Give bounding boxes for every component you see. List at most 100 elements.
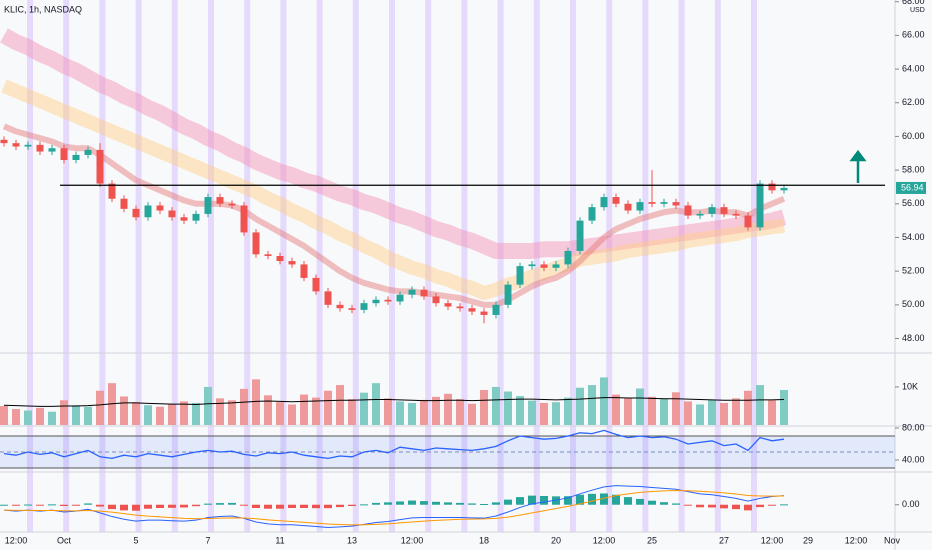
macd-histogram-bar <box>48 504 56 506</box>
x-tick-label: 11 <box>275 535 284 545</box>
volume-bar <box>468 403 476 425</box>
volume-bar <box>480 390 488 425</box>
candle-body <box>720 207 728 214</box>
volume-bar <box>384 398 392 425</box>
candle-body <box>480 311 488 315</box>
candle-body <box>12 143 20 147</box>
candle-body <box>780 187 788 191</box>
macd-histogram-bar <box>96 504 104 507</box>
macd-histogram-bar <box>36 504 44 506</box>
candle-body <box>288 261 296 265</box>
y-tick-label: 48.00 <box>902 333 925 343</box>
y-tick-label: 64.00 <box>902 63 925 73</box>
candle-body <box>516 266 524 285</box>
candle-body <box>108 183 116 199</box>
candle-body <box>552 264 560 268</box>
up-arrow <box>849 149 867 183</box>
macd-histogram-bar <box>372 502 380 505</box>
macd-histogram-bar <box>504 499 512 505</box>
macd-histogram-bar <box>240 504 248 506</box>
candle-body <box>600 197 608 208</box>
candle-body <box>60 148 68 160</box>
volume-bar <box>672 392 680 425</box>
candle-body <box>180 217 188 221</box>
volume-bar <box>540 402 548 425</box>
candle-body <box>144 205 152 218</box>
candle-body <box>228 203 236 206</box>
session-stripe <box>352 0 359 532</box>
x-tick-label: 29 <box>803 535 813 545</box>
macd-histogram-bar <box>720 504 728 509</box>
session-stripe <box>389 0 395 532</box>
ema-ribbon <box>2 123 786 308</box>
session-stripe <box>570 0 576 532</box>
candle-body <box>696 213 704 216</box>
volume-bar <box>456 399 464 425</box>
candle-body <box>36 144 44 152</box>
macd-line <box>3 485 785 528</box>
candle-body <box>72 154 80 160</box>
macd-histogram-bar <box>696 504 704 508</box>
macd-histogram-bar <box>132 504 140 511</box>
candle-body <box>732 213 740 216</box>
session-stripe <box>425 0 432 532</box>
session-stripe <box>99 0 106 532</box>
volume-bar <box>336 385 344 425</box>
candle-body <box>636 202 644 211</box>
y-tick-label: 60.00 <box>902 131 925 141</box>
candle-body <box>672 202 680 206</box>
session-stripe <box>63 0 70 532</box>
volume-bar <box>180 401 188 425</box>
volume-bar <box>240 388 248 425</box>
macd-histogram-bar <box>408 500 416 505</box>
x-tick-label: 12:00 <box>761 535 784 545</box>
candle-body <box>396 294 404 302</box>
candle-body <box>336 304 344 309</box>
macd-histogram-bar <box>180 504 188 508</box>
volume-bar <box>24 410 32 425</box>
volume-ma <box>3 397 785 407</box>
volume-bar <box>696 404 704 425</box>
macd-histogram-bar <box>168 504 176 508</box>
macd-histogram-bar <box>384 502 392 505</box>
volume-bar <box>204 386 212 425</box>
candle-body <box>84 149 92 155</box>
x-tick-label: 7 <box>205 535 210 545</box>
macd-histogram-bar <box>624 497 632 505</box>
macd-histogram-bar <box>156 504 164 508</box>
macd-histogram-bar <box>108 504 116 510</box>
candle-body <box>744 215 752 228</box>
volume-bar <box>48 411 56 425</box>
macd-histogram-bar <box>192 504 200 507</box>
macd-histogram-bar <box>780 504 788 506</box>
candle-body <box>588 207 596 221</box>
candle-body <box>468 308 476 312</box>
y-tick-label: 40.00 <box>902 454 925 464</box>
volume-bar <box>36 407 44 425</box>
session-stripe <box>497 0 504 532</box>
candle-body <box>612 197 620 204</box>
volume-bar <box>228 400 236 425</box>
candle-body <box>324 291 332 305</box>
candle-body <box>48 148 56 152</box>
chart-title: KLIC, 1h, NASDAQ <box>4 4 82 14</box>
candle-body <box>420 289 428 297</box>
macd-histogram-bar <box>228 502 236 505</box>
macd-histogram-bar <box>144 504 152 509</box>
macd-histogram-bar <box>588 493 596 505</box>
volume-bar <box>96 390 104 425</box>
candle-body <box>684 205 692 216</box>
volume-bar <box>192 402 200 425</box>
volume-bar <box>276 402 284 425</box>
macd-histogram-bar <box>768 504 776 506</box>
y-tick-label: 52.00 <box>902 266 925 276</box>
volume-bar <box>60 400 68 425</box>
macd-histogram-bar <box>744 504 752 511</box>
y-tick-label: 66.00 <box>902 30 925 40</box>
macd-histogram-bar <box>516 497 524 505</box>
volume-bar <box>648 396 656 425</box>
volume-bar <box>624 398 632 425</box>
volume-bar <box>528 400 536 425</box>
macd-histogram-bar <box>732 504 740 510</box>
